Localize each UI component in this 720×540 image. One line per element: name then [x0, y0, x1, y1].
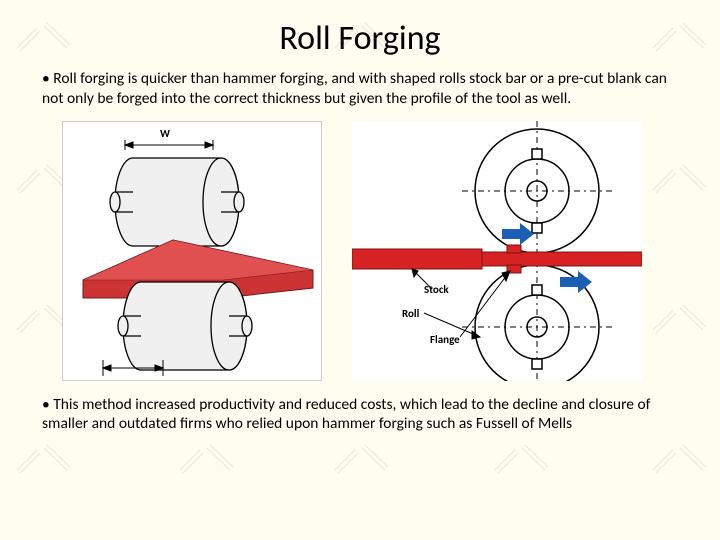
diagram-isometric-rolls: W [62, 121, 322, 381]
label-stock: Stock [424, 283, 449, 296]
watermark-icon [330, 440, 390, 480]
page-title: Roll Forging [42, 18, 678, 59]
watermark-icon [490, 440, 550, 480]
watermark-icon [12, 440, 72, 480]
label-roll: Roll [402, 307, 419, 320]
watermark-icon [648, 440, 708, 480]
diagram-row: W [42, 121, 678, 381]
diagram-front-view: Stock Roll Flange [352, 121, 642, 381]
label-flange: Flange [430, 333, 460, 346]
svg-text:W: W [160, 127, 170, 140]
bullet-2: • This method increased productivity and… [42, 395, 678, 435]
bullet-2-text: This method increased productivity and r… [42, 395, 650, 434]
watermark-icon [175, 440, 235, 480]
bullet-1: • Roll forging is quicker than hammer fo… [42, 69, 678, 109]
bullet-1-text: Roll forging is quicker than hammer forg… [42, 69, 667, 108]
